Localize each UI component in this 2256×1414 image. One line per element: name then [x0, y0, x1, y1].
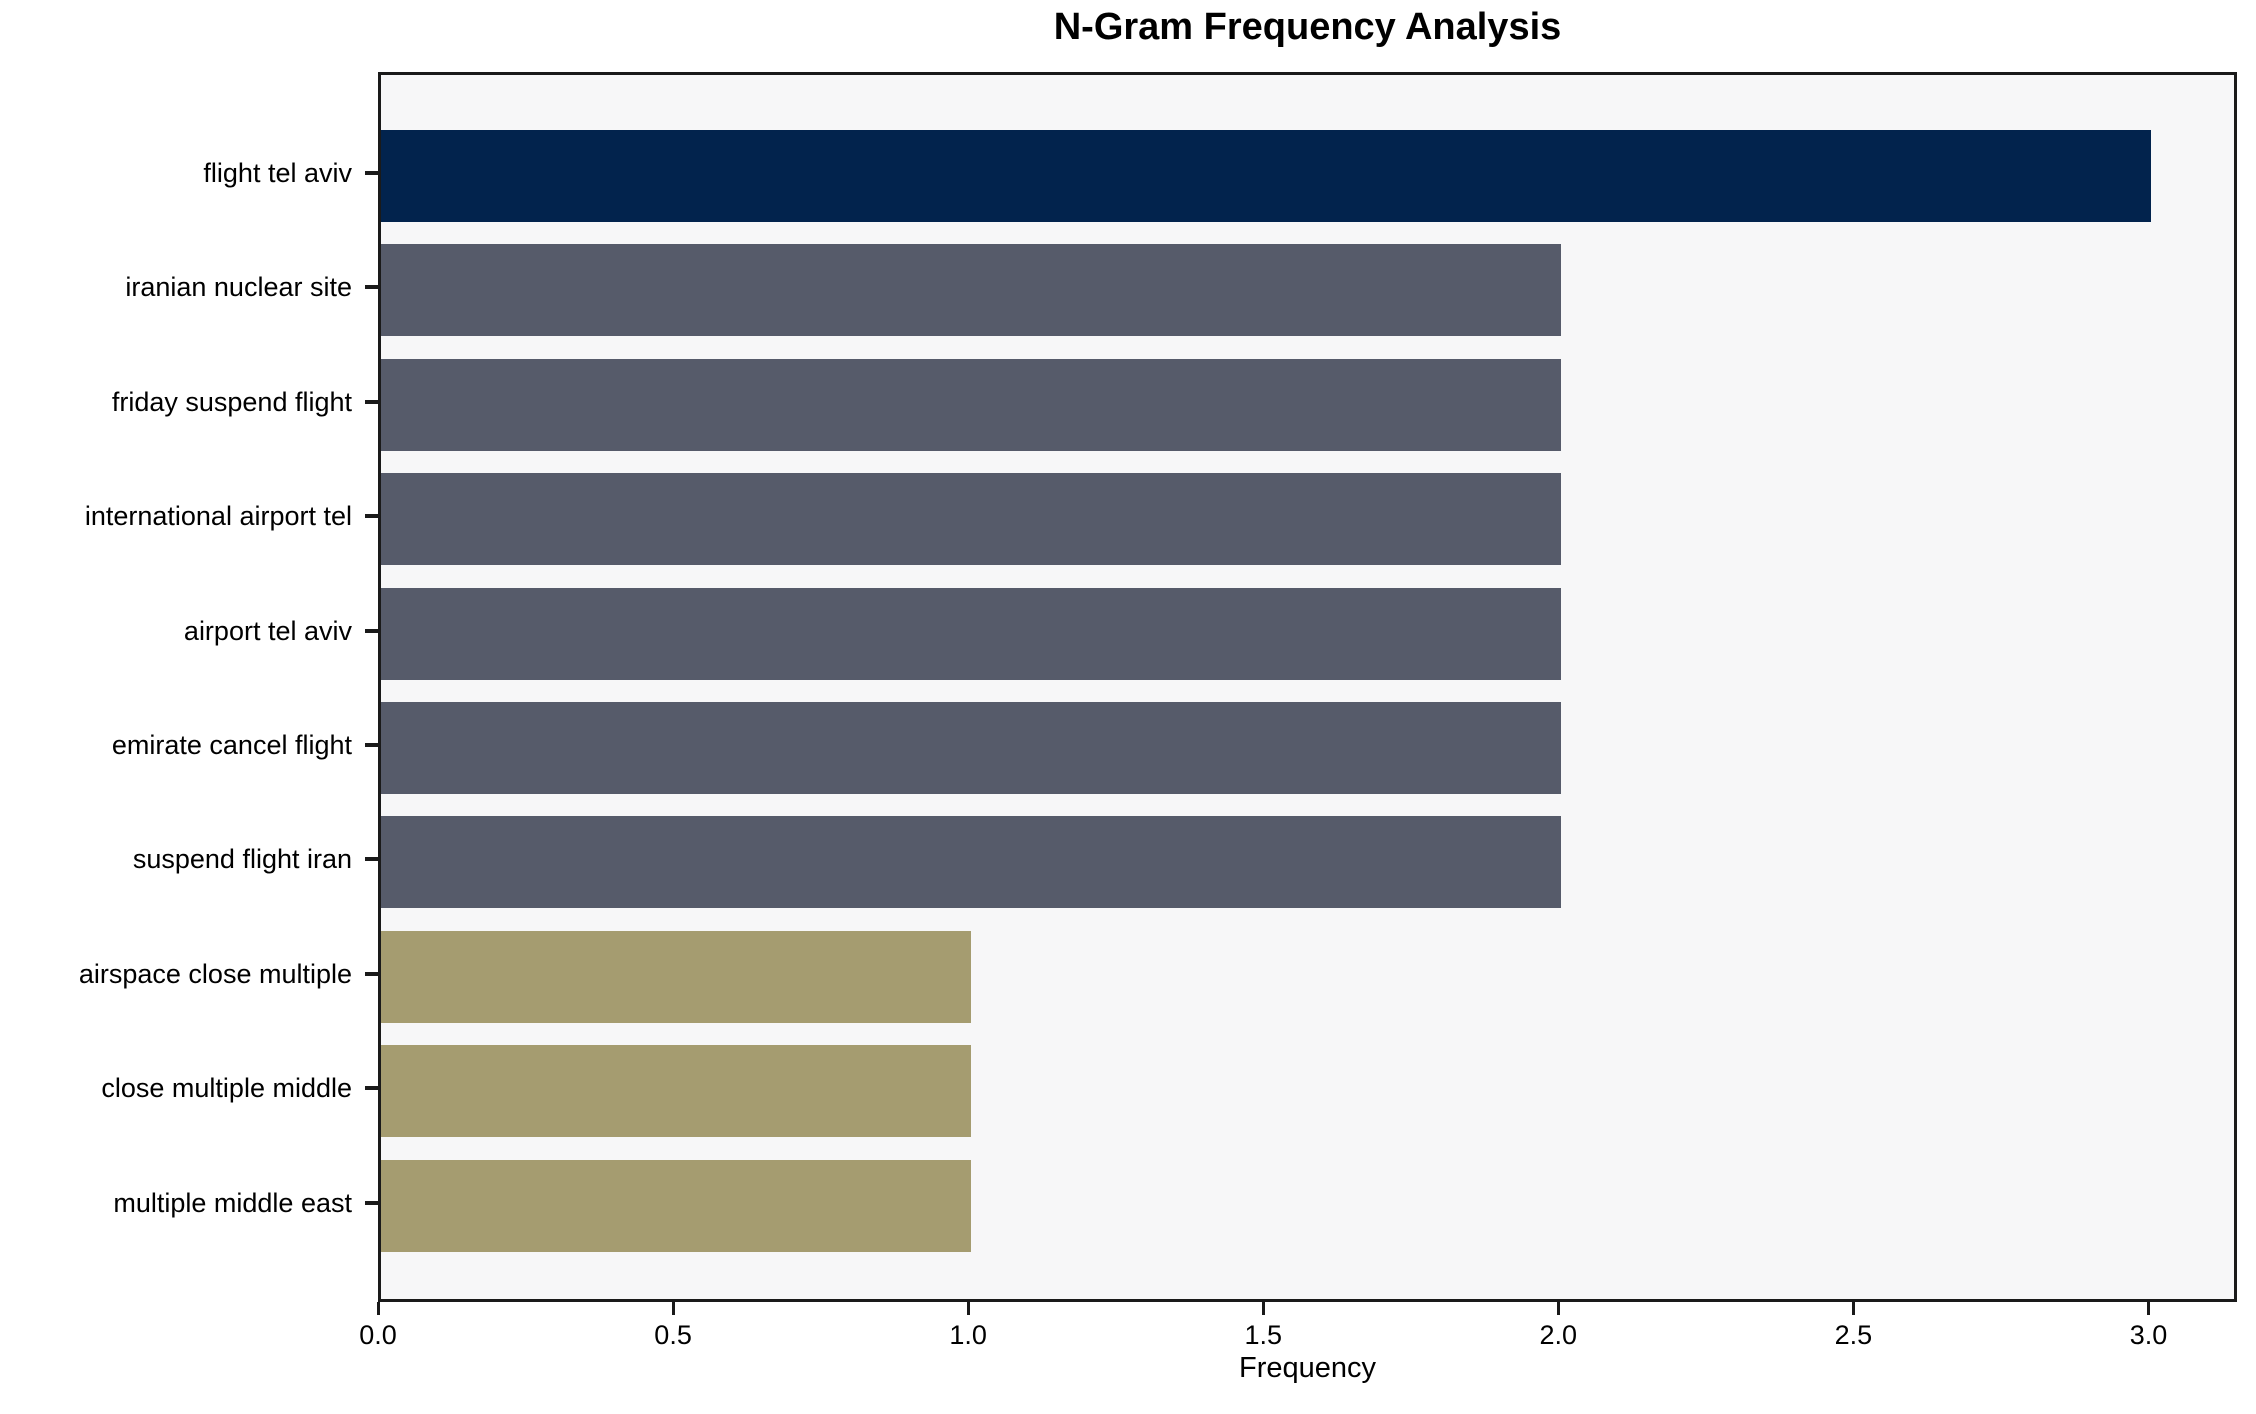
y-tick-mark — [365, 514, 378, 519]
x-tick-label: 3.0 — [2129, 1320, 2168, 1350]
y-tick-mark — [365, 628, 378, 633]
y-tick-mark — [365, 285, 378, 290]
x-tick-mark — [1556, 1302, 1560, 1315]
y-tick-label: emirate cancel flight — [111, 730, 352, 760]
chart-title: N-Gram Frequency Analysis — [1053, 6, 1562, 48]
y-tick-mark — [365, 399, 378, 404]
bar — [381, 930, 972, 1023]
y-tick-label: flight tel aviv — [203, 158, 352, 188]
y-tick-label: suspend flight iran — [132, 844, 352, 875]
bar — [381, 473, 1562, 566]
x-tick-mark — [376, 1302, 380, 1315]
bar — [381, 1159, 972, 1252]
x-tick-label: 0.0 — [359, 1320, 397, 1350]
x-tick-label: 2.5 — [1834, 1320, 1873, 1350]
bar — [381, 1045, 972, 1138]
bar — [381, 130, 2152, 222]
x-tick-label: 1.0 — [949, 1320, 987, 1350]
y-tick-label: friday suspend flight — [111, 386, 352, 417]
bar — [381, 816, 1562, 909]
bar — [381, 702, 1562, 794]
y-tick-mark — [365, 971, 378, 976]
x-tick-mark — [966, 1302, 970, 1315]
x-tick-mark — [1851, 1302, 1855, 1315]
x-tick-label: 2.0 — [1539, 1320, 1578, 1350]
y-tick-label: close multiple middle — [101, 1073, 352, 1104]
y-tick-label: multiple middle east — [113, 1187, 352, 1218]
bar — [381, 358, 1562, 451]
x-tick-label: 1.5 — [1244, 1320, 1283, 1350]
y-tick-label: airspace close multiple — [78, 958, 352, 989]
x-tick-mark — [1261, 1302, 1265, 1315]
x-tick-mark — [671, 1302, 675, 1315]
y-tick-mark — [365, 1200, 378, 1205]
y-tick-mark — [365, 857, 378, 862]
x-tick-mark — [2146, 1302, 2150, 1315]
y-tick-label: iranian nuclear site — [125, 272, 352, 303]
x-axis-label: Frequency — [1238, 1352, 1376, 1384]
y-tick-label: international airport tel — [84, 501, 352, 532]
x-tick-label: 0.5 — [654, 1320, 692, 1350]
plot-area — [378, 72, 2237, 1302]
bar — [381, 587, 1562, 680]
bar — [381, 244, 1562, 337]
y-tick-mark — [365, 1086, 378, 1091]
y-tick-label: airport tel aviv — [183, 615, 352, 646]
y-tick-mark — [365, 171, 378, 175]
y-tick-mark — [365, 743, 378, 747]
